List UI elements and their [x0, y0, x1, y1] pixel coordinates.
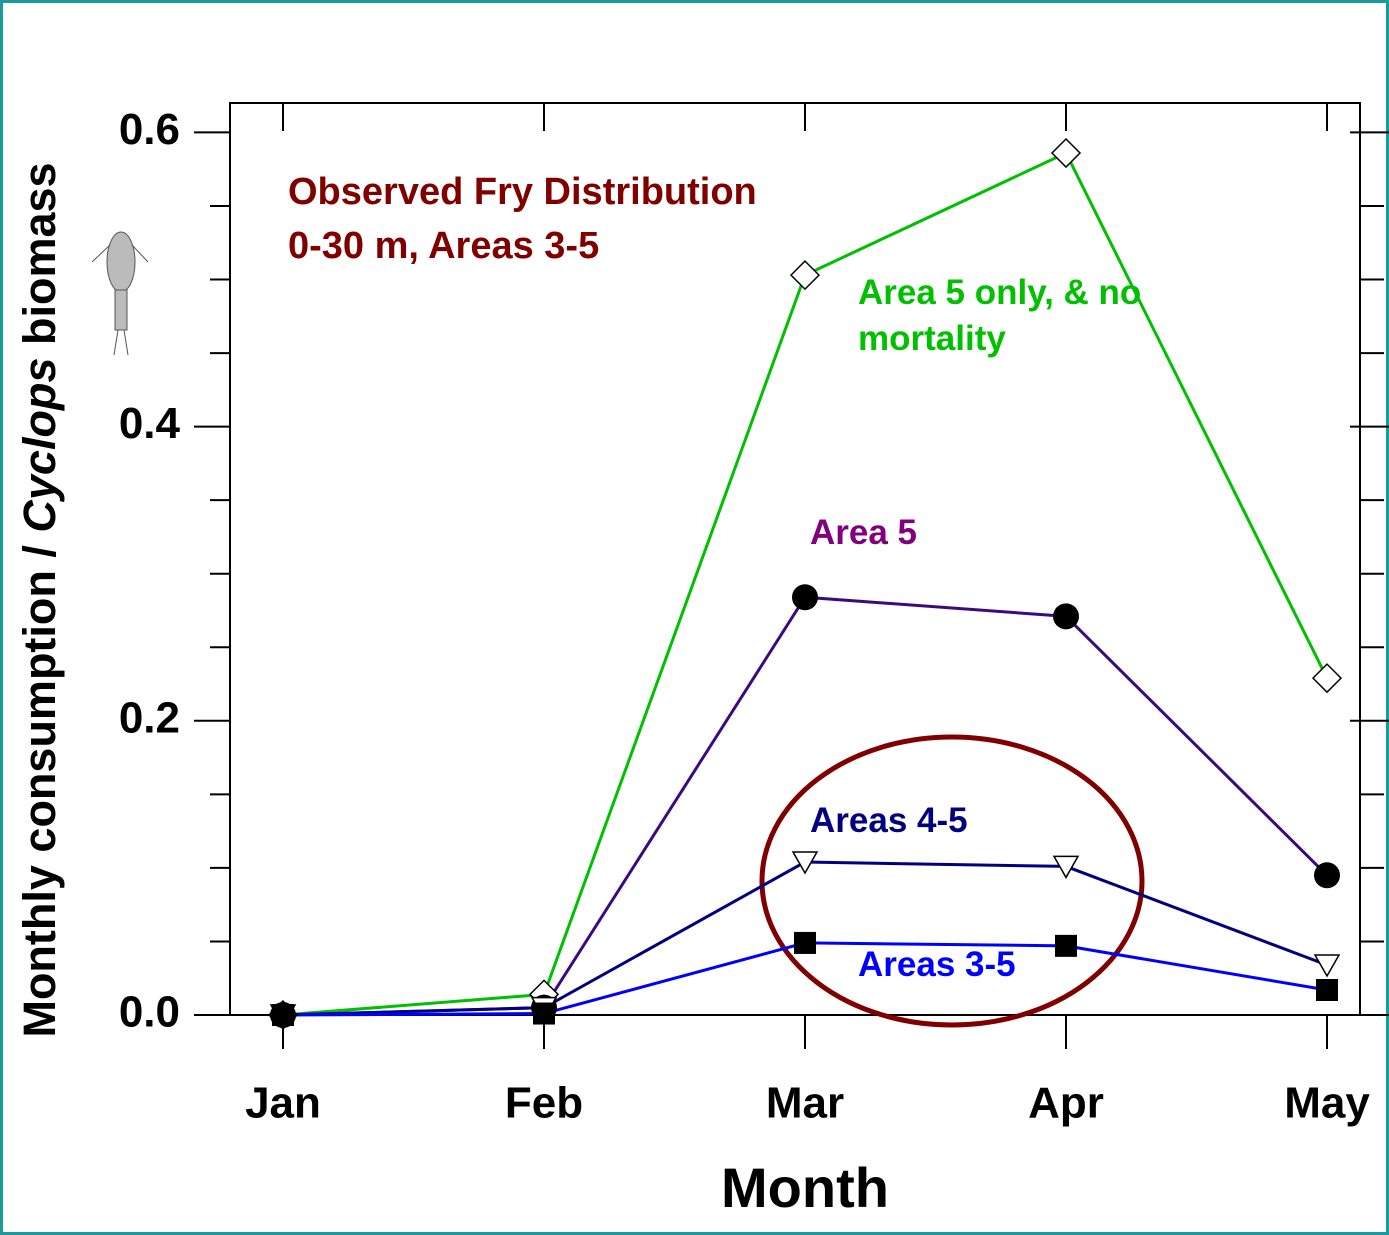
x-axis-label: Month [721, 1156, 889, 1219]
y-label-part: Monthly consumption / [14, 533, 65, 1038]
marker [791, 261, 819, 289]
x-tick-label: Jan [245, 1079, 321, 1128]
marker [1053, 603, 1079, 629]
y-tick-label: 0.2 [119, 693, 180, 742]
y-label-italic: Cyclops [14, 358, 65, 533]
x-tick-label: Feb [505, 1079, 583, 1128]
series-label: Areas 3-5 [858, 942, 1158, 988]
series-label: Area 5 only, & no mortality [858, 270, 1148, 362]
y-tick-label: 0.6 [119, 105, 180, 154]
marker [1315, 955, 1339, 976]
marker [1313, 664, 1341, 692]
marker [792, 584, 818, 610]
marker [1316, 979, 1338, 1001]
page: Monthly consumption / Cyclops biomass Mo… [0, 0, 1389, 1235]
series-label: Area 5 [810, 510, 1110, 556]
annotation: 0-30 m, Areas 3-5 [288, 225, 599, 267]
y-tick-label: 0.0 [119, 988, 180, 1037]
marker [533, 1003, 555, 1025]
marker [1314, 862, 1340, 888]
x-tick-label: Mar [766, 1079, 844, 1128]
cyclops-icon [92, 232, 148, 355]
series-label: Areas 4-5 [810, 798, 1110, 844]
x-tick-label: Apr [1028, 1079, 1104, 1128]
annotation: Observed Fry Distribution [288, 171, 757, 213]
marker [794, 932, 816, 954]
y-tick-label: 0.4 [119, 399, 181, 448]
y-label-part: biomass [14, 162, 65, 357]
y-axis-label: Monthly consumption / Cyclops biomass [14, 162, 65, 1037]
marker [272, 1004, 294, 1026]
marker [1052, 139, 1080, 167]
x-tick-label: May [1284, 1079, 1370, 1128]
chart: Monthly consumption / Cyclops biomass Mo… [0, 0, 1389, 1235]
